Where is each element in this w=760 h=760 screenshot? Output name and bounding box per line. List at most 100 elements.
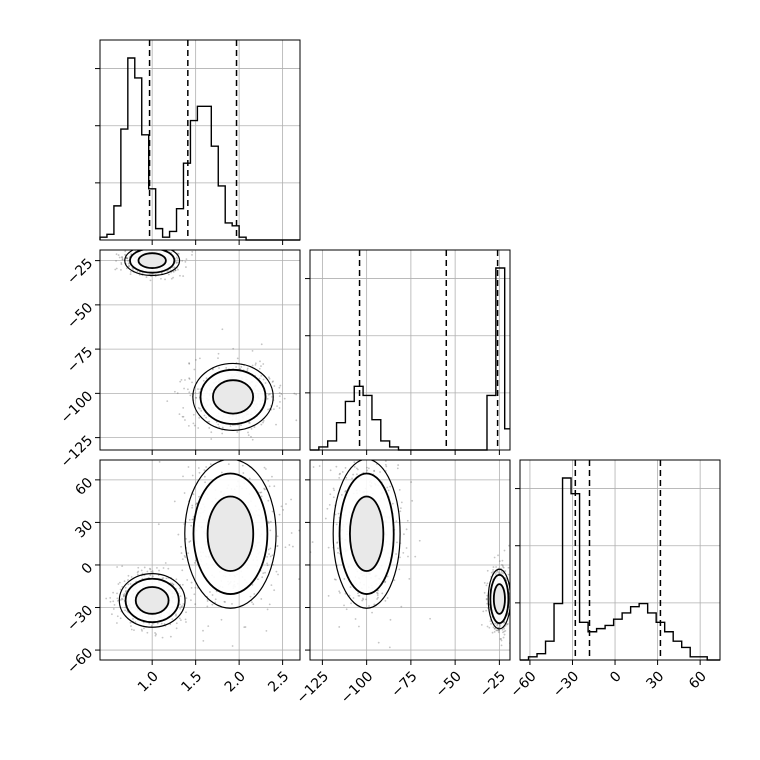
sample-point: [495, 629, 498, 632]
sample-point: [130, 628, 133, 631]
sample-point: [337, 551, 339, 554]
sample-point: [502, 572, 504, 575]
sample-point: [114, 268, 117, 271]
sample-point: [172, 276, 175, 279]
sample-point: [266, 397, 269, 400]
hist-bar: [345, 401, 354, 450]
sample-point: [335, 523, 338, 526]
sample-point: [405, 547, 408, 549]
sample-point: [231, 645, 234, 647]
sample-point: [503, 630, 506, 633]
sample-point: [175, 256, 178, 259]
panel-frame: [99, 39, 301, 241]
sample-point: [150, 570, 153, 573]
sample-point: [126, 257, 129, 260]
sample-point: [221, 426, 224, 429]
contour-level: [184, 460, 277, 609]
sample-point: [358, 625, 360, 628]
sample-point: [357, 592, 359, 595]
sample-point: [179, 274, 181, 277]
sample-point: [161, 636, 164, 639]
sample-point: [190, 581, 193, 584]
sample-point: [267, 520, 270, 523]
sample-point: [186, 579, 189, 581]
contour-level: [199, 368, 267, 425]
sample-point: [116, 566, 118, 568]
sample-point: [175, 261, 178, 264]
sample-point: [272, 408, 275, 411]
sample-point: [195, 502, 198, 505]
sample-point: [352, 597, 355, 599]
sample-point: [127, 260, 129, 262]
sample-point: [262, 421, 264, 424]
sample-point: [507, 566, 510, 569]
sample-point: [191, 474, 194, 477]
sample-point: [184, 556, 187, 559]
sample-point: [338, 590, 341, 593]
sample-point: [220, 471, 223, 474]
sample-point: [147, 247, 149, 249]
sample-point: [496, 624, 499, 627]
sample-point: [350, 451, 352, 453]
sample-point: [501, 628, 504, 631]
density-core: [207, 496, 254, 571]
hist-bar: [197, 106, 204, 240]
sample-point: [113, 603, 116, 606]
hist-bar: [682, 647, 691, 660]
sample-point: [188, 541, 191, 543]
sample-point: [185, 538, 187, 540]
sample-point: [169, 248, 171, 250]
sample-point: [127, 574, 130, 577]
sample-point: [395, 553, 397, 555]
sample-point: [125, 256, 128, 259]
sample-point: [240, 424, 242, 427]
sample-point: [345, 476, 348, 479]
hist-bar: [614, 619, 623, 660]
sample-point: [273, 385, 276, 387]
contour-level: [492, 583, 506, 615]
sample-point: [259, 360, 261, 363]
sample-point: [244, 626, 247, 628]
sample-point: [177, 261, 179, 264]
y-tick-label: −125: [58, 433, 97, 472]
sample-point: [154, 248, 156, 250]
sample-point: [339, 472, 342, 475]
sample-point: [136, 573, 139, 576]
sample-point: [480, 623, 483, 626]
sample-point: [209, 591, 211, 593]
sample-point: [96, 570, 98, 572]
sample-point: [121, 256, 124, 259]
sample-point: [284, 546, 287, 549]
sample-point: [366, 466, 368, 469]
sample-point: [293, 392, 296, 395]
sample-point: [258, 377, 261, 380]
sample-point: [136, 247, 138, 249]
sample-point: [400, 605, 403, 608]
sample-point: [511, 628, 513, 630]
sample-point: [190, 586, 193, 589]
sample-point: [140, 628, 143, 631]
sample-point: [183, 387, 185, 390]
sample-point: [193, 593, 196, 596]
x-tick-label: −75: [388, 668, 420, 700]
sample-point: [267, 499, 270, 502]
x-tick-label: 0: [607, 668, 625, 686]
hist-bar: [546, 641, 555, 660]
sample-point: [190, 599, 192, 602]
sample-point: [188, 362, 190, 364]
sample-point: [174, 269, 177, 272]
sample-point: [180, 545, 182, 548]
sample-point: [272, 380, 274, 383]
sample-point: [191, 504, 194, 507]
sample-point: [376, 598, 378, 600]
sample-point: [271, 554, 274, 557]
sample-point: [268, 603, 271, 606]
sample-point: [115, 253, 118, 256]
sample-point: [187, 424, 190, 427]
sample-point: [129, 583, 132, 585]
sample-point: [339, 592, 341, 594]
sample-point: [512, 601, 514, 603]
sample-point: [198, 357, 201, 360]
density-core: [349, 496, 384, 571]
sample-point: [486, 569, 489, 572]
